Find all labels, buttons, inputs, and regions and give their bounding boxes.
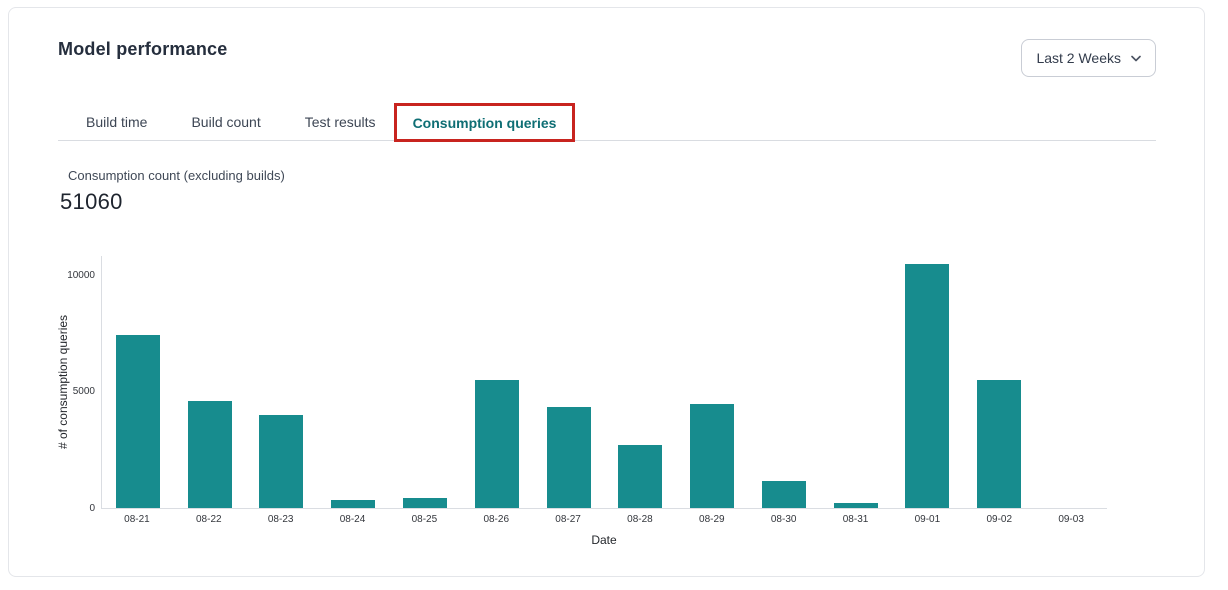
y-tick-label: 5000 (72, 386, 95, 398)
x-tick-label: 08-23 (267, 514, 294, 525)
tab-build-time[interactable]: Build time (86, 113, 148, 130)
y-tick-label: 10000 (67, 269, 95, 281)
model-performance-card: Model performance Last 2 Weeks Build tim… (8, 7, 1205, 577)
bar-slot (892, 256, 964, 508)
bar-08-24[interactable] (331, 500, 376, 508)
tab-bar: Build time Build count Test results Cons… (58, 103, 1156, 142)
chevron-down-icon (1131, 55, 1141, 62)
tab-test-results[interactable]: Test results (304, 113, 376, 130)
tab-build-count[interactable]: Build count (191, 113, 261, 130)
tab-consumption-queries[interactable]: Consumption queries (393, 103, 576, 142)
x-tick-label: 09-03 (1058, 514, 1084, 525)
bar-slot (820, 256, 892, 508)
bar-08-22[interactable] (187, 401, 232, 508)
x-tick-label: 08-31 (842, 514, 869, 525)
x-tick-label: 08-21 (124, 514, 150, 525)
bar-08-31[interactable] (833, 503, 878, 508)
date-range-dropdown[interactable]: Last 2 Weeks (1021, 39, 1156, 77)
metric-label: Consumption count (excluding builds) (68, 168, 285, 183)
bar-slot (246, 256, 318, 508)
bar-08-21[interactable] (115, 335, 160, 508)
bar-08-28[interactable] (618, 445, 663, 508)
x-tick-label: 08-28 (627, 514, 653, 525)
x-axis-title: Date (591, 533, 617, 547)
x-tick-label: 09-01 (914, 514, 941, 525)
metric-value: 51060 (60, 189, 123, 214)
x-tick-label: 08-24 (339, 514, 366, 525)
bar-slot (604, 256, 676, 508)
bar-08-25[interactable] (403, 498, 448, 508)
consumption-queries-bar-chart: # of consumption queries 0 5000 10000 08-2… (9, 256, 1204, 547)
bar-slot (676, 256, 748, 508)
y-axis-tick-labels: 0 5000 10000 (9, 256, 95, 514)
bar-08-30[interactable] (761, 481, 806, 508)
bar-08-26[interactable] (474, 380, 519, 508)
bar-08-23[interactable] (259, 415, 304, 508)
x-tick-label: 08-26 (483, 514, 510, 525)
bar-09-01[interactable] (905, 264, 950, 508)
bar-slot (461, 256, 533, 508)
bar-slot (102, 256, 174, 508)
bar-08-27[interactable] (546, 407, 591, 508)
bar-slot (317, 256, 389, 508)
bar-09-02[interactable] (977, 380, 1022, 508)
bar-slot (1035, 256, 1107, 508)
x-tick-label: 08-25 (411, 514, 438, 525)
page-title: Model performance (58, 39, 228, 59)
plot-area (101, 256, 1107, 509)
x-axis-tick-labels: 08-21 08-22 08-23 08-24 08-25 08-26 08-27 08-28… (101, 514, 1107, 525)
bar-slot (748, 256, 820, 508)
x-tick-label: 08-22 (196, 514, 222, 525)
bar-08-29[interactable] (690, 404, 735, 508)
bar-slot (389, 256, 461, 508)
x-tick-label: 08-29 (699, 514, 725, 525)
bar-slot (533, 256, 605, 508)
bar-slot (963, 256, 1035, 508)
x-tick-label: 09-02 (986, 514, 1013, 525)
y-tick-label: 0 (89, 503, 95, 514)
x-tick-label: 08-30 (770, 514, 797, 525)
date-range-value: Last 2 Weeks (1036, 50, 1121, 66)
bar-slot (174, 256, 246, 508)
x-tick-label: 08-27 (555, 514, 581, 525)
